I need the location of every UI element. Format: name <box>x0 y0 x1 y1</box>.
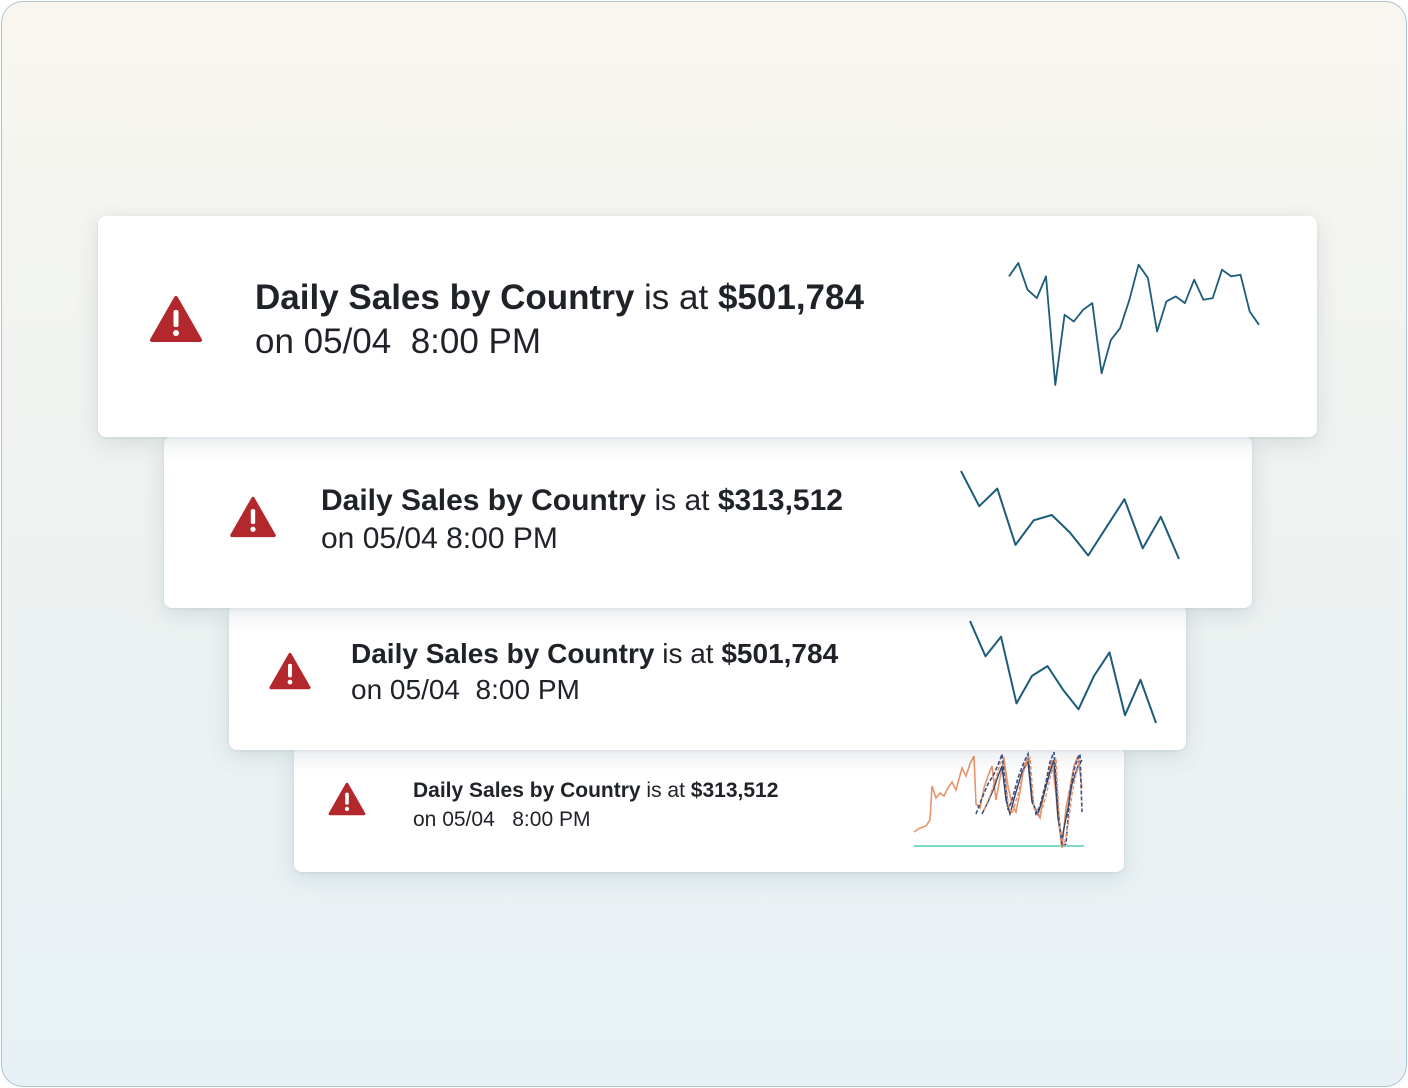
multi-series-sparkline <box>913 751 1084 849</box>
metric-value: $501,784 <box>721 638 839 669</box>
alert-timestamp: on 05/04 8:00 PM <box>351 674 580 705</box>
alert-timestamp: on 05/04 8:00 PM <box>321 522 558 555</box>
metric-value: $313,512 <box>717 484 843 517</box>
navy-series-line <box>981 759 1083 841</box>
warning-triangle-icon <box>269 652 311 690</box>
alert-timestamp: on 05/04 8:00 PM <box>255 322 542 361</box>
metric-name: Daily Sales by Country <box>255 278 635 317</box>
metric-name: Daily Sales by Country <box>321 484 647 517</box>
navy-series-dashed-line <box>975 751 1083 848</box>
metric-name: Daily Sales by Country <box>351 638 655 669</box>
alert-message: Daily Sales by Country is at $501,784 on… <box>351 636 838 708</box>
alert-message: Daily Sales by Country is at $313,512 on… <box>413 776 778 834</box>
metric-value: $501,784 <box>717 278 864 317</box>
alert-message: Daily Sales by Country is at $313,512 on… <box>321 482 843 558</box>
metric-value: $313,512 <box>690 779 779 802</box>
alert-connector: is at <box>644 278 709 317</box>
alert-card-3[interactable]: Daily Sales by Country is at $501,784 on… <box>229 604 1186 750</box>
alert-timestamp: on 05/04 8:00 PM <box>413 808 591 831</box>
alert-connector: is at <box>646 779 685 802</box>
sparkline-series-line <box>960 470 1180 560</box>
alert-connector: is at <box>662 638 714 669</box>
sparkline-series-line <box>1008 262 1260 386</box>
warning-triangle-icon <box>150 296 202 342</box>
sparkline-series-line <box>969 620 1157 724</box>
sparkline-chart <box>960 470 1180 560</box>
alert-card-2[interactable]: Daily Sales by Country is at $313,512 on… <box>164 436 1252 608</box>
warning-triangle-icon <box>230 496 276 538</box>
orange-series-dashed-line <box>983 755 1081 847</box>
metric-name: Daily Sales by Country <box>413 779 641 802</box>
alert-card-4[interactable]: Daily Sales by Country is at $313,512 on… <box>294 746 1124 872</box>
alert-card-1[interactable]: Daily Sales by Country is at $501,784 on… <box>98 216 1317 437</box>
alert-connector: is at <box>654 484 710 517</box>
sparkline-chart <box>1008 262 1260 386</box>
warning-triangle-icon <box>328 782 366 816</box>
alert-message: Daily Sales by Country is at $501,784 on… <box>255 276 864 364</box>
sparkline-chart <box>969 620 1157 724</box>
